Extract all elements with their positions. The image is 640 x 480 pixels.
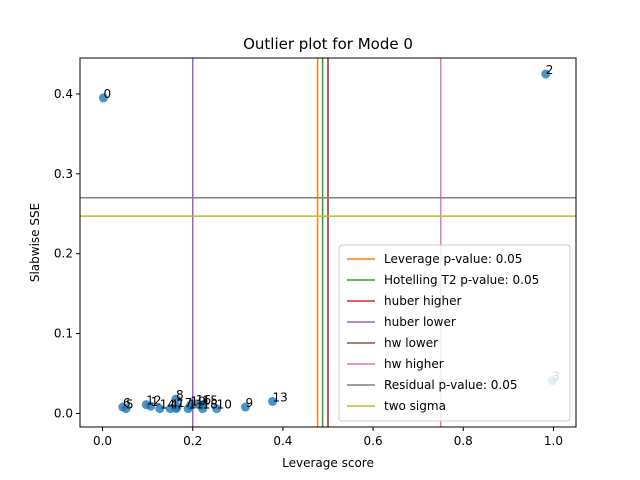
y-tick-label: 0.2 <box>54 247 73 261</box>
axes-frame <box>79 57 577 428</box>
y-tick-label: 0.4 <box>54 87 73 101</box>
legend-entry: hw higher <box>384 357 444 371</box>
point-labels: 012345678910111213141516171819 <box>103 63 559 412</box>
x-tick-label: 0.2 <box>183 434 202 448</box>
point-label: 15 <box>203 394 218 408</box>
point-label: 18 <box>203 398 218 412</box>
y-tick-label: 0.3 <box>54 167 73 181</box>
point-label: 9 <box>245 396 253 410</box>
x-axis-label: Leverage score <box>282 456 374 470</box>
point-label: 4 <box>170 398 178 412</box>
scatter-point <box>268 396 278 406</box>
x-tick-label: 0.6 <box>364 434 383 448</box>
point-label: 7 <box>176 398 184 412</box>
point-label: 6 <box>123 396 131 410</box>
scatter-point <box>118 402 128 412</box>
legend-entry: Residual p-value: 0.05 <box>384 378 517 392</box>
legend-entry: two sigma <box>384 399 446 413</box>
scatter-point <box>155 404 165 414</box>
scatter-point <box>185 400 195 410</box>
point-label: 14 <box>160 398 175 412</box>
scatter-point <box>141 400 151 410</box>
scatter-point <box>240 402 250 412</box>
point-label: 17 <box>177 396 192 410</box>
legend-box <box>338 244 571 422</box>
legend-entry: Leverage p-value: 0.05 <box>384 252 522 266</box>
x-tick-label: 0.8 <box>454 434 473 448</box>
point-label: 1 <box>151 395 159 409</box>
point-label: 10 <box>217 398 232 412</box>
point-label: 12 <box>146 394 161 408</box>
legend-entry: Hotelling T2 p-value: 0.05 <box>384 273 539 287</box>
reference-lines <box>80 58 576 427</box>
point-label: 5 <box>126 398 134 412</box>
scatter-point <box>212 404 222 414</box>
x-tick-label: 0.4 <box>273 434 292 448</box>
point-label: 2 <box>546 63 554 77</box>
scatter-point <box>198 404 208 414</box>
point-label: 16 <box>196 393 211 407</box>
y-tick-label: 0.1 <box>54 327 73 341</box>
legend-entry: huber lower <box>384 315 456 329</box>
y-axis-label: Slabwise SSE <box>28 203 42 282</box>
y-axis-ticks: 0.0 0.1 0.2 0.3 0.4 <box>54 87 80 420</box>
point-label: 19 <box>190 394 205 408</box>
point-label: 13 <box>273 390 288 404</box>
point-label: 11 <box>188 398 203 412</box>
x-tick-label: 1.0 <box>544 434 563 448</box>
scatter-point <box>98 93 108 103</box>
scatter-point <box>541 69 551 79</box>
point-label: 0 <box>103 87 111 101</box>
scatter-point <box>171 394 181 404</box>
legend-entry: huber higher <box>384 294 462 308</box>
legend: Leverage p-value: 0.05 Hotelling T2 p-val… <box>338 244 571 422</box>
x-tick-label: 0.0 <box>93 434 112 448</box>
y-tick-label: 0.0 <box>54 406 73 420</box>
scatter-point <box>172 402 182 412</box>
legend-entry: hw lower <box>384 336 438 350</box>
chart-title: Outlier plot for Mode 0 <box>243 35 413 53</box>
x-axis-ticks: 0.0 0.2 0.4 0.6 0.8 1.0 <box>93 427 563 448</box>
point-label: 8 <box>176 388 184 402</box>
